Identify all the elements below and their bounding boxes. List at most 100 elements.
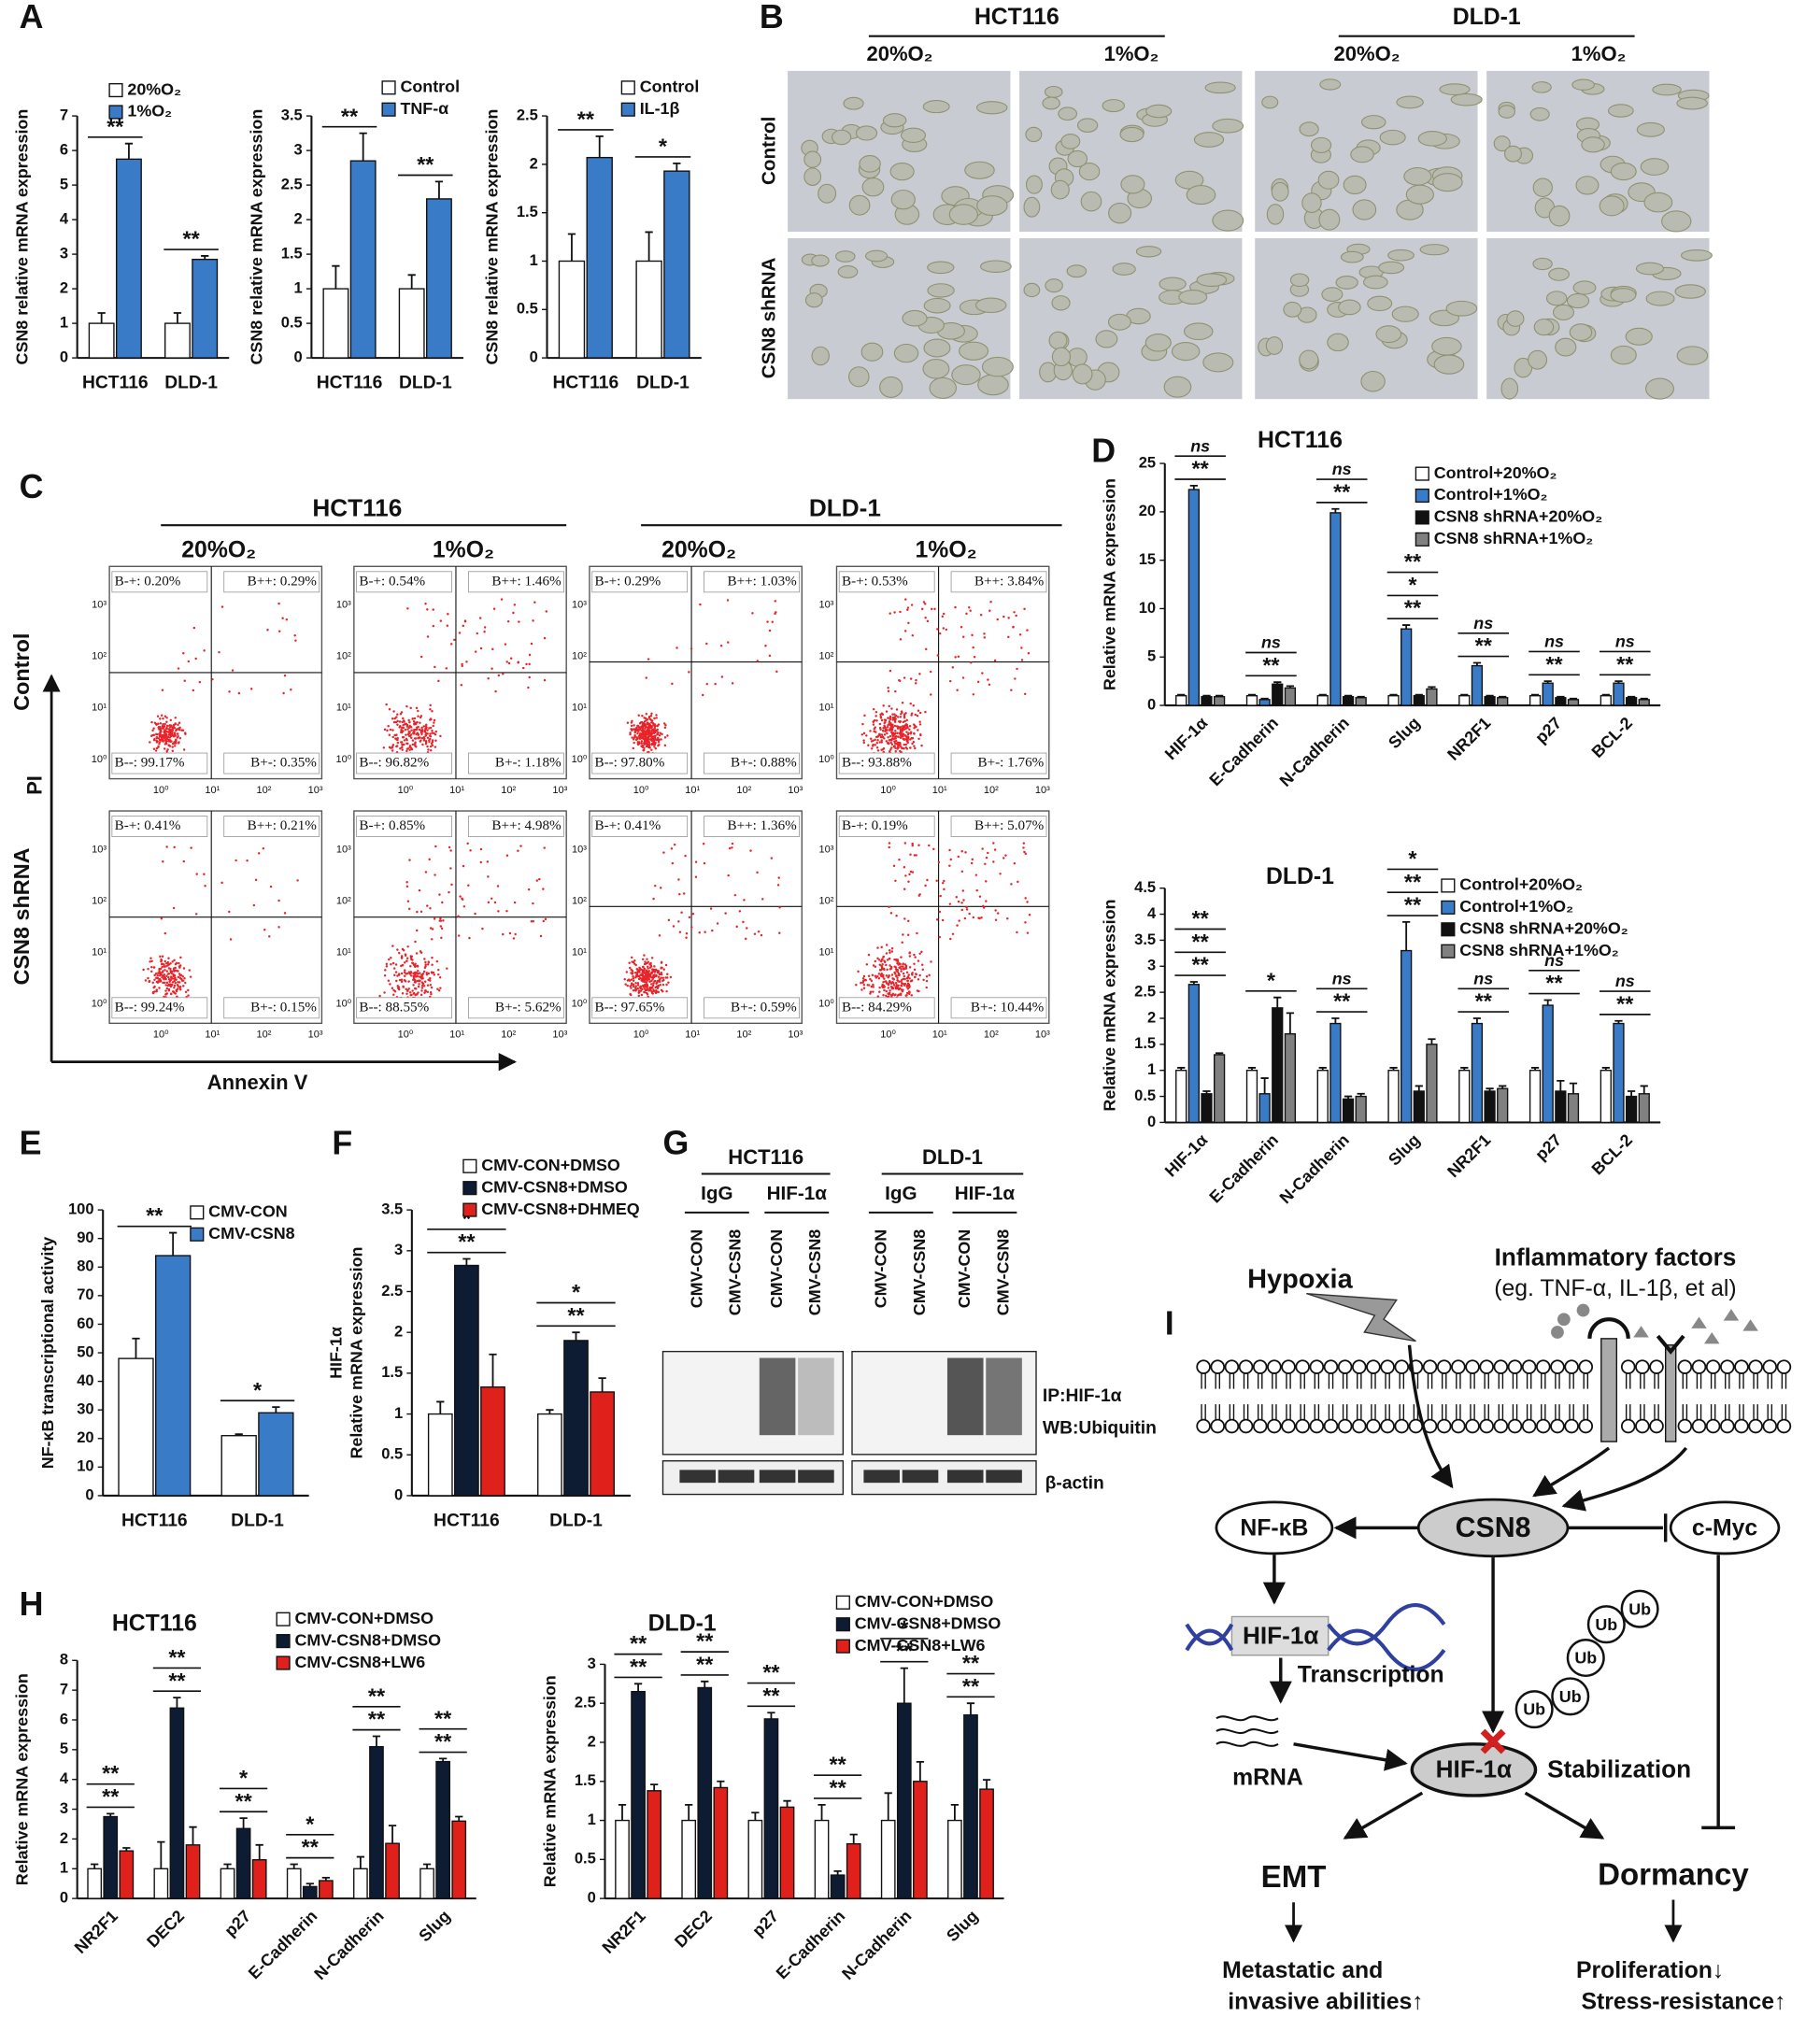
event-dot bbox=[855, 984, 857, 986]
row-label: Control bbox=[758, 117, 779, 185]
event-dot bbox=[900, 638, 902, 640]
event-dot bbox=[905, 994, 907, 996]
error-bar bbox=[272, 1407, 279, 1413]
event-dot bbox=[880, 736, 882, 738]
x-tick-label: p27 bbox=[1531, 714, 1565, 747]
bar bbox=[847, 1844, 860, 1899]
cell bbox=[924, 298, 950, 313]
event-dot bbox=[401, 711, 403, 713]
event-dot bbox=[166, 964, 168, 966]
event-dot bbox=[648, 987, 650, 988]
ligand bbox=[1704, 1332, 1720, 1343]
event-dot bbox=[949, 938, 951, 940]
event-dot bbox=[175, 739, 177, 741]
event-dot bbox=[167, 961, 169, 963]
lipid-head bbox=[1310, 1360, 1323, 1373]
cell bbox=[1644, 192, 1672, 212]
event-dot bbox=[895, 987, 897, 988]
event-dot bbox=[407, 980, 409, 982]
event-dot bbox=[695, 860, 697, 862]
event-dot bbox=[914, 956, 916, 958]
condition-label: 20%O₂ bbox=[181, 537, 256, 562]
significance: ns bbox=[1473, 614, 1493, 632]
event-dot bbox=[919, 712, 921, 714]
significance: ** bbox=[1333, 989, 1351, 1014]
event-dot bbox=[413, 720, 415, 722]
event-dot bbox=[761, 898, 763, 900]
event-dot bbox=[389, 983, 391, 985]
cell bbox=[978, 375, 1008, 395]
event-dot bbox=[875, 719, 877, 721]
event-dot bbox=[658, 744, 660, 746]
y-axis-label: PI bbox=[22, 775, 46, 795]
event-dot bbox=[543, 920, 545, 922]
event-dot bbox=[904, 630, 906, 632]
lipid-head bbox=[1565, 1360, 1578, 1373]
bar bbox=[1330, 1024, 1341, 1123]
event-dot bbox=[649, 973, 651, 975]
event-dot bbox=[183, 748, 185, 750]
arrow bbox=[1526, 1793, 1603, 1838]
event-dot bbox=[429, 718, 431, 720]
quadrant-label: B++: 1.46% bbox=[491, 573, 562, 589]
event-dot bbox=[391, 987, 393, 989]
event-dot bbox=[654, 971, 656, 973]
event-dot bbox=[416, 930, 418, 931]
outcome-detail: Metastatic and bbox=[1222, 1958, 1383, 1983]
cell bbox=[804, 168, 821, 186]
error-bar bbox=[751, 1812, 759, 1820]
cell bbox=[1067, 265, 1086, 277]
ligand bbox=[1577, 1304, 1590, 1317]
event-dot bbox=[544, 637, 546, 639]
legend-label: CMV-CSN8+DHMEQ bbox=[481, 1200, 640, 1218]
event-dot bbox=[177, 987, 178, 989]
event-dot bbox=[405, 733, 406, 735]
event-dot bbox=[410, 974, 412, 976]
axis-tick-label: 10⁰ bbox=[398, 785, 414, 796]
event-dot bbox=[962, 676, 964, 678]
quadrant-label: B--: 99.17% bbox=[115, 755, 185, 771]
error-bar bbox=[455, 1817, 462, 1822]
legend-swatch bbox=[621, 81, 634, 94]
event-dot bbox=[633, 724, 634, 726]
event-dot bbox=[897, 735, 899, 737]
axis-tick-label: 10⁰ bbox=[880, 1030, 896, 1041]
event-dot bbox=[170, 719, 172, 721]
event-dot bbox=[514, 604, 516, 605]
event-dot bbox=[906, 984, 908, 986]
event-dot bbox=[677, 878, 679, 880]
lipid-head bbox=[1296, 1420, 1309, 1433]
cell bbox=[1159, 277, 1186, 291]
bar bbox=[1569, 700, 1579, 705]
legend-label: CSN8 shRNA+1%O₂ bbox=[1459, 941, 1619, 959]
event-dot bbox=[255, 879, 257, 881]
event-dot bbox=[1013, 611, 1015, 613]
event-dot bbox=[866, 963, 868, 965]
x-tick-label: E-Cadherin bbox=[245, 1907, 321, 1983]
axis-tick-label: 10¹ bbox=[449, 1030, 464, 1041]
lipid-tail bbox=[1429, 1373, 1432, 1420]
error-bar bbox=[1628, 697, 1635, 698]
event-dot bbox=[633, 747, 634, 749]
event-dot bbox=[171, 984, 173, 986]
cell bbox=[1432, 337, 1461, 355]
event-dot bbox=[874, 960, 876, 962]
axis-tick-label: 10² bbox=[736, 785, 751, 796]
significance: ** bbox=[1475, 989, 1493, 1014]
event-dot bbox=[429, 907, 431, 909]
event-dot bbox=[401, 744, 403, 746]
event-dot bbox=[446, 967, 448, 969]
lipid-head bbox=[1254, 1360, 1267, 1373]
event-dot bbox=[396, 720, 398, 722]
y-tick-label: 0 bbox=[1147, 695, 1156, 713]
event-dot bbox=[646, 981, 647, 983]
cell bbox=[1045, 279, 1063, 292]
lipid-head bbox=[1438, 1420, 1451, 1433]
bar bbox=[1556, 1091, 1566, 1122]
event-dot bbox=[893, 865, 895, 867]
lipid-head bbox=[1537, 1420, 1550, 1433]
cell bbox=[1059, 107, 1077, 121]
y-tick-label: 80 bbox=[77, 1257, 93, 1275]
event-dot bbox=[540, 935, 542, 937]
axis-tick-label: 10¹ bbox=[572, 703, 587, 714]
